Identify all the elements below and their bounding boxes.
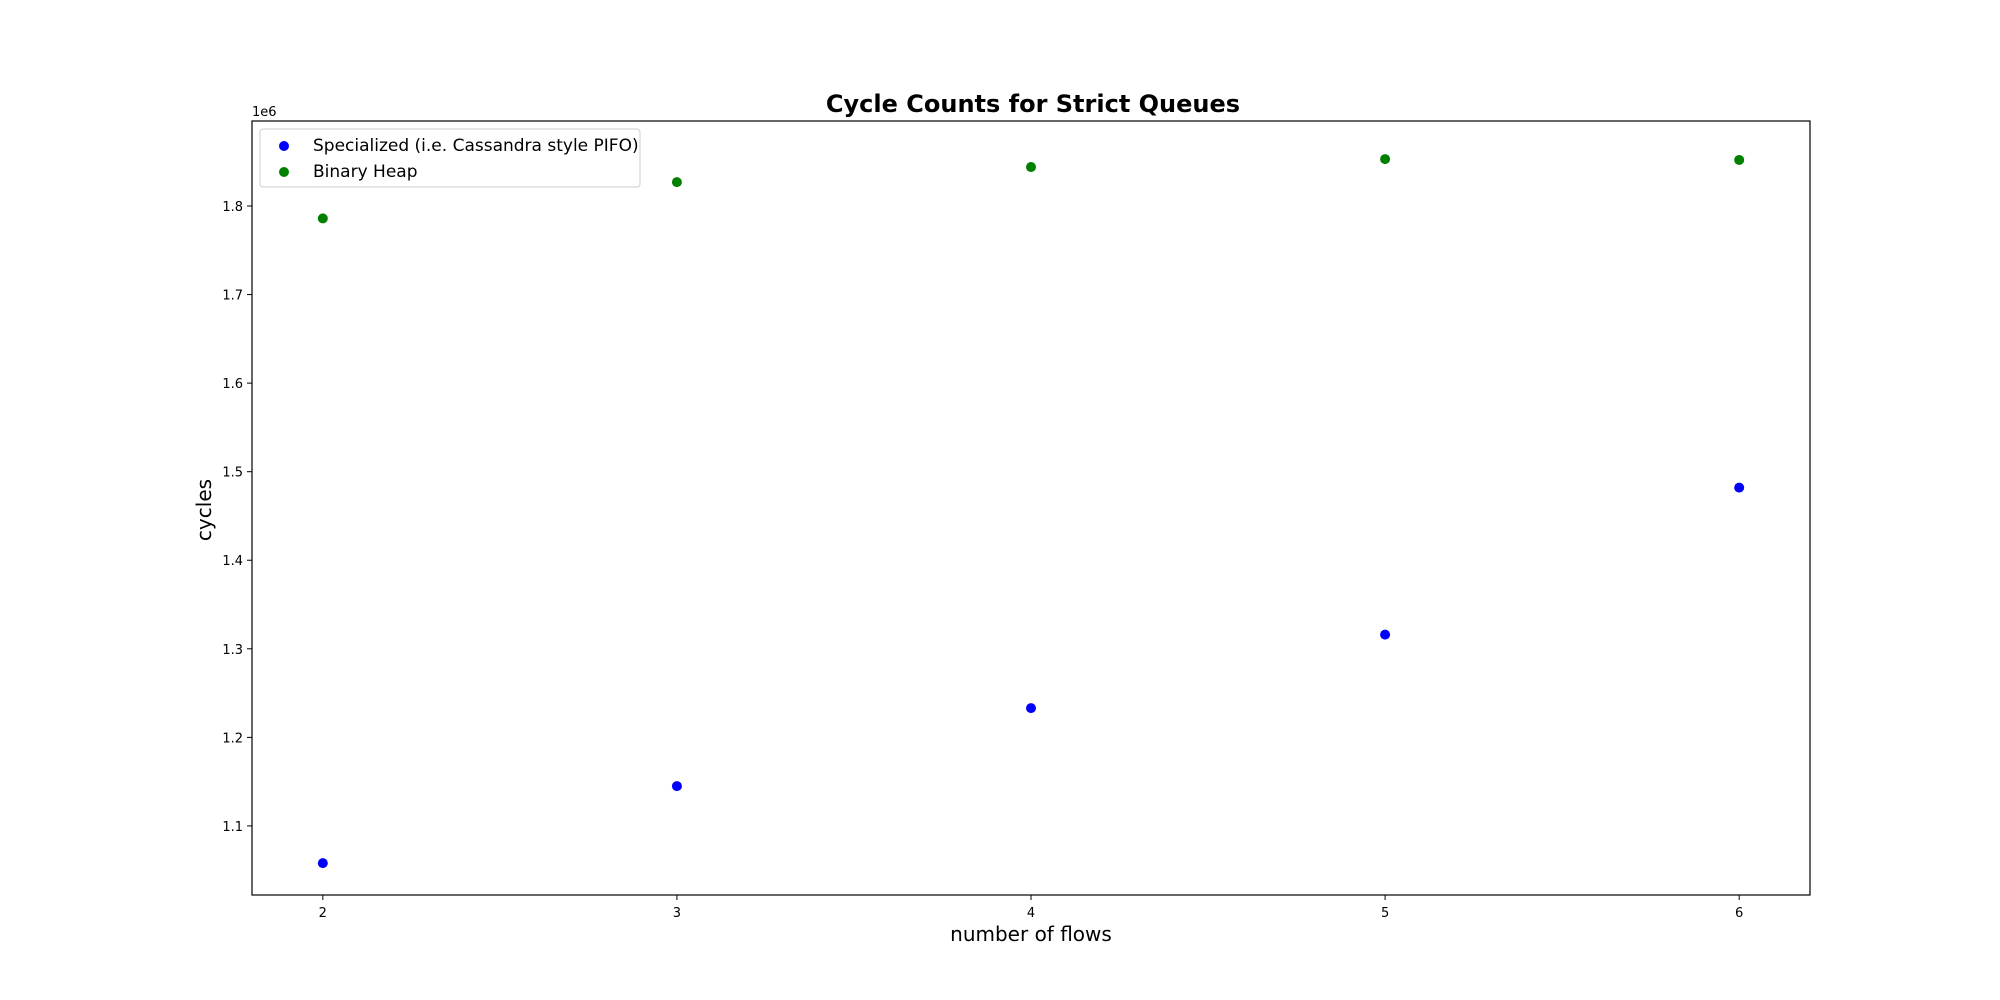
legend-label-specialized: Specialized (i.e. Cassandra style PIFO) — [313, 136, 639, 156]
y-axis-label: cycles — [192, 479, 216, 541]
chart-title: Cycle Counts for Strict Queues — [826, 90, 1240, 118]
x-axis-label: number of flows — [950, 922, 1112, 946]
y-tick-label-1.7: 1.7 — [222, 289, 243, 304]
y-tick-label-1.3: 1.3 — [222, 643, 243, 658]
legend-box — [259, 128, 641, 188]
point-series1-x3 — [671, 177, 682, 188]
legend-label-binary-heap: Binary Heap — [313, 162, 417, 182]
y-tick-label-1.2: 1.2 — [222, 731, 243, 746]
point-series1-x5 — [1380, 154, 1391, 165]
point-series1-x2 — [317, 213, 328, 224]
y-axis-offset-label: 1e6 — [252, 105, 277, 120]
x-tick-label-4: 4 — [1027, 906, 1035, 921]
point-series0-x6 — [1734, 482, 1745, 493]
point-series0-x4 — [1026, 703, 1036, 714]
x-tick-label-5: 5 — [1381, 906, 1389, 921]
x-axis-ticks: 2 3 4 5 6 — [319, 895, 1743, 921]
y-tick-label-1.4: 1.4 — [222, 554, 243, 569]
legend-marker-binary-heap — [279, 167, 289, 177]
plot-area — [251, 120, 1811, 896]
point-series0-x2 — [317, 858, 328, 869]
x-tick-label-6: 6 — [1735, 906, 1743, 921]
y-tick-label-1.6: 1.6 — [222, 377, 243, 392]
y-tick-label-1.1: 1.1 — [222, 820, 243, 835]
point-series1-x6 — [1734, 154, 1745, 165]
x-tick-label-3: 3 — [673, 906, 681, 921]
point-series0-x5 — [1380, 629, 1391, 640]
y-tick-label-1.8: 1.8 — [222, 200, 243, 215]
point-series1-x4 — [1026, 162, 1036, 173]
y-tick-label-1.5: 1.5 — [222, 466, 243, 481]
legend-marker-specialized — [279, 141, 289, 151]
x-tick-label-2: 2 — [319, 906, 327, 921]
y-axis-ticks: 1.1 1.2 1.3 1.4 1.5 1.6 1.7 1.8 — [222, 200, 252, 835]
legend: Specialized (i.e. Cassandra style PIFO) … — [259, 128, 641, 188]
point-series0-x3 — [671, 781, 682, 792]
data-points — [317, 154, 1745, 869]
